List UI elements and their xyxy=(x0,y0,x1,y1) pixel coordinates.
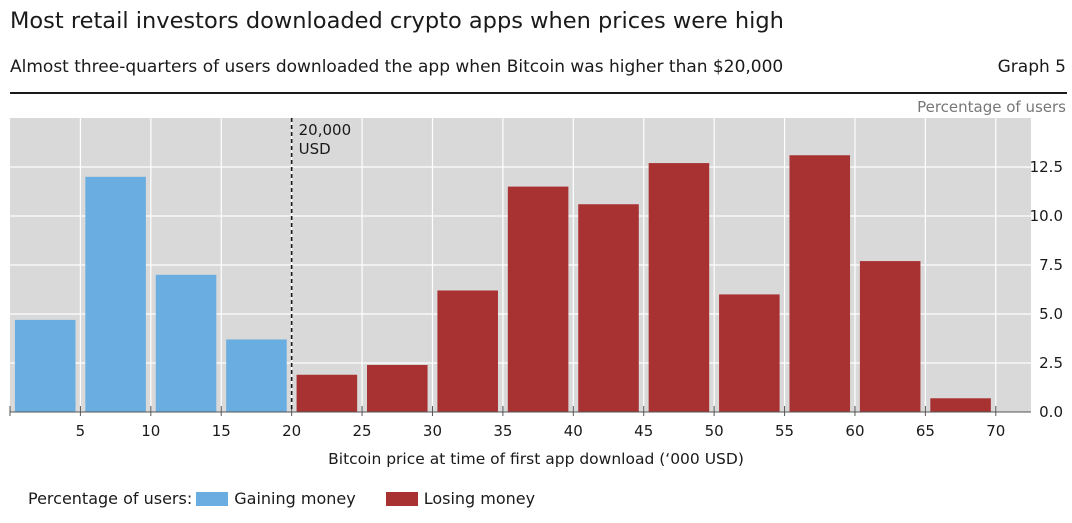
x-tick-label: 15 xyxy=(212,422,231,440)
x-tick-label: 45 xyxy=(634,422,653,440)
x-tick-label: 25 xyxy=(353,422,372,440)
x-tick-label: 70 xyxy=(986,422,1005,440)
x-tick-label: 55 xyxy=(775,422,794,440)
chart-subtitle: Almost three-quarters of users downloade… xyxy=(10,57,784,77)
graph-number-label: Graph 5 xyxy=(997,57,1066,77)
header-rule xyxy=(10,92,1067,94)
bar xyxy=(85,176,146,412)
y-tick-label: 10.0 xyxy=(1030,207,1063,225)
bar xyxy=(719,294,780,412)
bar xyxy=(226,339,287,412)
x-tick-label: 50 xyxy=(705,422,724,440)
legend-entry-gaining: Gaining money xyxy=(192,489,356,508)
reference-line-label: 20,000 xyxy=(299,121,352,139)
legend-label-gaining: Gaining money xyxy=(234,489,356,508)
bar-chart: 5 10 15 20 25 30 35 40 45 50 55 60 65 70 0.0 2.5 5.0 7.5 1… xyxy=(9,98,1066,468)
bar xyxy=(648,163,710,412)
legend-swatch-losing xyxy=(385,491,418,506)
y-tick-label: 7.5 xyxy=(1039,256,1063,274)
legend-label-losing: Losing money xyxy=(423,489,536,508)
x-tick-label: 30 xyxy=(423,422,442,440)
bar xyxy=(437,290,498,412)
bar xyxy=(578,204,639,412)
x-tick-label: 5 xyxy=(76,422,86,440)
legend-swatch-gaining xyxy=(196,491,229,506)
y-tick-label: 12.5 xyxy=(1030,158,1063,176)
bar xyxy=(296,374,358,412)
y-tick-label: 0.0 xyxy=(1039,403,1063,421)
x-tick-label: 20 xyxy=(282,422,301,440)
y-tick-label: 5.0 xyxy=(1039,305,1063,323)
x-axis-label: Bitcoin price at time of first app downl… xyxy=(328,450,744,468)
x-tick-label: 60 xyxy=(845,422,864,440)
bar xyxy=(859,261,921,412)
legend-entry-losing: Losing money xyxy=(382,489,535,508)
bar xyxy=(155,274,217,412)
bar xyxy=(789,155,851,413)
x-tick-label: 65 xyxy=(916,422,935,440)
x-tick-label: 40 xyxy=(564,422,583,440)
bar xyxy=(930,398,991,412)
y-axis-label: Percentage of users xyxy=(917,98,1066,116)
bar xyxy=(14,319,76,412)
x-tick-label: 35 xyxy=(493,422,512,440)
y-tick-label: 2.5 xyxy=(1039,354,1063,372)
x-tick-label: 10 xyxy=(141,422,160,440)
legend: Percentage of users: Gaining money Losin… xyxy=(28,489,561,508)
chart-title: Most retail investors downloaded crypto … xyxy=(10,8,784,34)
reference-line-label: USD xyxy=(299,140,331,158)
bar xyxy=(507,186,569,412)
bar xyxy=(366,364,428,412)
legend-prefix: Percentage of users: xyxy=(28,489,193,508)
